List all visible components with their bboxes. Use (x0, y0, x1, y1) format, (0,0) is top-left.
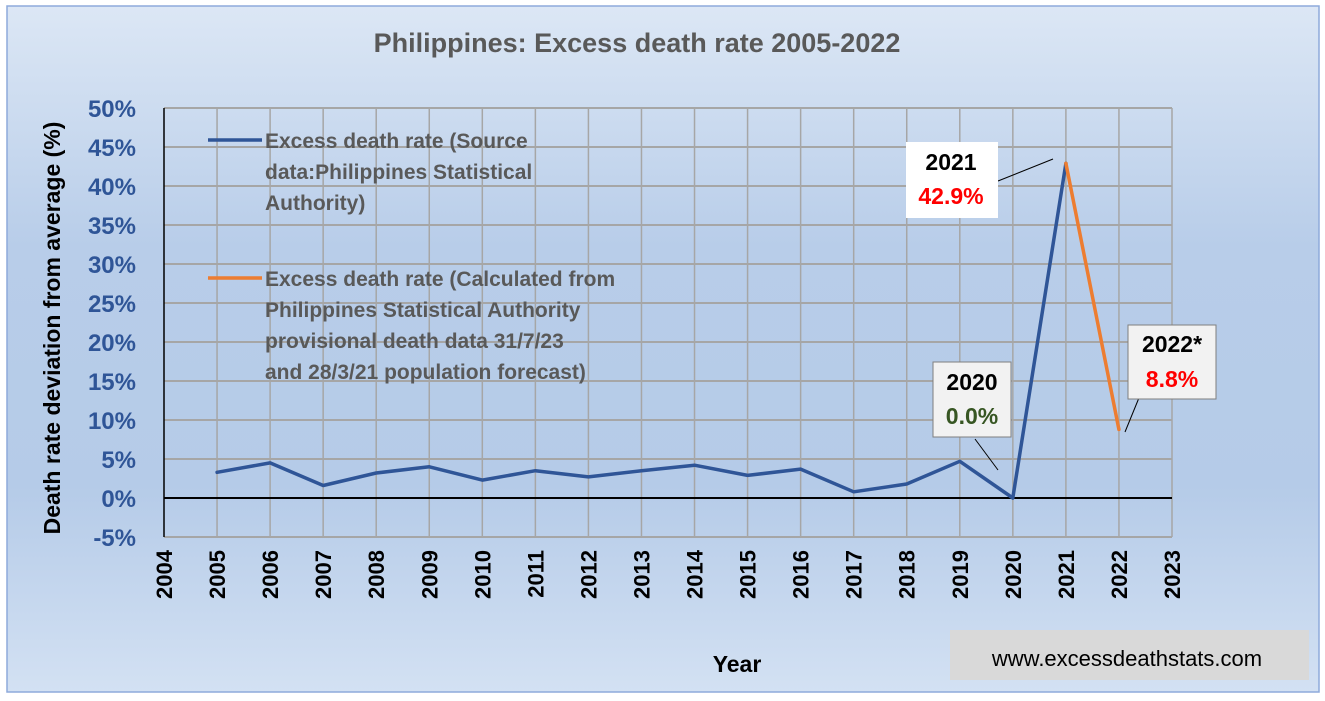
series-layer (215, 161, 1121, 500)
data-point (586, 475, 590, 479)
data-point (321, 484, 325, 488)
x-tick-label: 2019 (948, 550, 973, 599)
x-tick-label: 2012 (576, 550, 601, 599)
annotation-2021-value: 42.9% (918, 183, 983, 209)
legend-label-1: Excess death rate (Source (265, 130, 528, 153)
x-tick-label: 2011 (523, 550, 548, 598)
data-point (1117, 427, 1121, 431)
legend-label-2: provisional death data 31/7/23 (265, 330, 564, 353)
annotation-2020-year: 2020 (946, 369, 997, 395)
data-point (693, 463, 697, 467)
y-axis-label: Death rate deviation from average (%) (39, 122, 65, 535)
annotation-2021-year: 2021 (925, 149, 976, 175)
source-url: www.excessdeathstats.com (991, 646, 1262, 671)
annotation-2021: 2021 42.9% (906, 142, 998, 218)
y-tick-label: 50% (88, 96, 136, 123)
x-tick-label: 2018 (895, 550, 920, 599)
x-tick-label: 2009 (417, 550, 442, 599)
annotation-2020-box (932, 361, 1012, 438)
y-tick-label: 5% (101, 447, 136, 474)
x-tick-label: 2007 (311, 550, 336, 599)
y-tick-label: 35% (88, 213, 136, 240)
chart-background (6, 5, 1320, 693)
legend: Excess death rate (Source data:Philippine… (208, 130, 615, 384)
y-tick-label: -5% (93, 525, 136, 552)
y-tick-label: 10% (88, 408, 136, 435)
data-point (374, 471, 378, 475)
data-point (852, 490, 856, 494)
x-tick-label: 2005 (205, 550, 230, 599)
annotation-2021-leader (997, 158, 1054, 182)
data-point (268, 461, 272, 465)
annotation-2022-value: 8.8% (1146, 366, 1198, 392)
annotation-2022: 2022* 8.8% (1127, 324, 1217, 400)
series-line-2 (1064, 161, 1121, 432)
data-point (1011, 496, 1015, 500)
data-point (215, 470, 219, 474)
annotation-2022-year: 2022* (1142, 331, 1202, 357)
x-tick-label: 2015 (736, 550, 761, 599)
legend-label-2: Philippines Statistical Authority (265, 299, 581, 322)
legend-label-2: and 28/3/21 population forecast) (265, 361, 586, 384)
legend-label-2: Excess death rate (Calculated from (265, 268, 615, 291)
y-tick-label: 20% (88, 330, 136, 357)
x-tick-label: 2022 (1107, 550, 1132, 599)
y-tick-label: 0% (101, 486, 136, 513)
annotation-2020-value: 0.0% (946, 403, 998, 429)
y-tick-label: 45% (88, 135, 136, 162)
source-box-bg (950, 630, 1309, 680)
legend-label-1: Authority) (265, 192, 365, 215)
data-point (799, 467, 803, 471)
data-point (639, 469, 643, 473)
x-tick-label: 2008 (364, 550, 389, 599)
annotation-2021-box (906, 142, 998, 218)
x-tick-label: 2014 (683, 549, 708, 599)
x-tick-label: 2004 (152, 549, 177, 599)
data-point (533, 469, 537, 473)
x-tick-label: 2010 (470, 550, 495, 599)
x-tick-label: 2020 (1001, 550, 1026, 599)
x-tick-label: 2013 (629, 550, 654, 599)
x-tick-label: 2017 (842, 550, 867, 599)
annotation-2020: 2020 0.0% (932, 361, 1012, 438)
x-tick-label: 2023 (1160, 550, 1185, 599)
y-tick-label: 30% (88, 252, 136, 279)
x-axis-label: Year (713, 651, 762, 677)
data-point (905, 482, 909, 486)
data-point (1064, 161, 1068, 165)
data-point (480, 478, 484, 482)
y-tick-label: 25% (88, 291, 136, 318)
y-tick-label: 15% (88, 369, 136, 396)
source-box: www.excessdeathstats.com (950, 630, 1309, 680)
x-tick-label: 2006 (258, 550, 283, 599)
x-tick-label: 2016 (789, 550, 814, 599)
data-point (958, 459, 962, 463)
grid-layer (164, 107, 1173, 538)
annotation-2022-box (1127, 324, 1217, 400)
legend-label-1: data:Philippines Statistical (265, 161, 532, 184)
axis-layer: -5% 0% 5% 10% 15% 20% 25% 30% 35% 40% 45% 50% 2004 20… (88, 96, 1185, 599)
chart-title: Philippines: Excess death rate 2005-2022 (374, 28, 901, 58)
y-tick-label: 40% (88, 174, 136, 201)
data-point (746, 473, 750, 477)
annotation-2020-leader (974, 438, 999, 471)
x-tick-label: 2021 (1054, 550, 1079, 599)
data-point (427, 465, 431, 469)
